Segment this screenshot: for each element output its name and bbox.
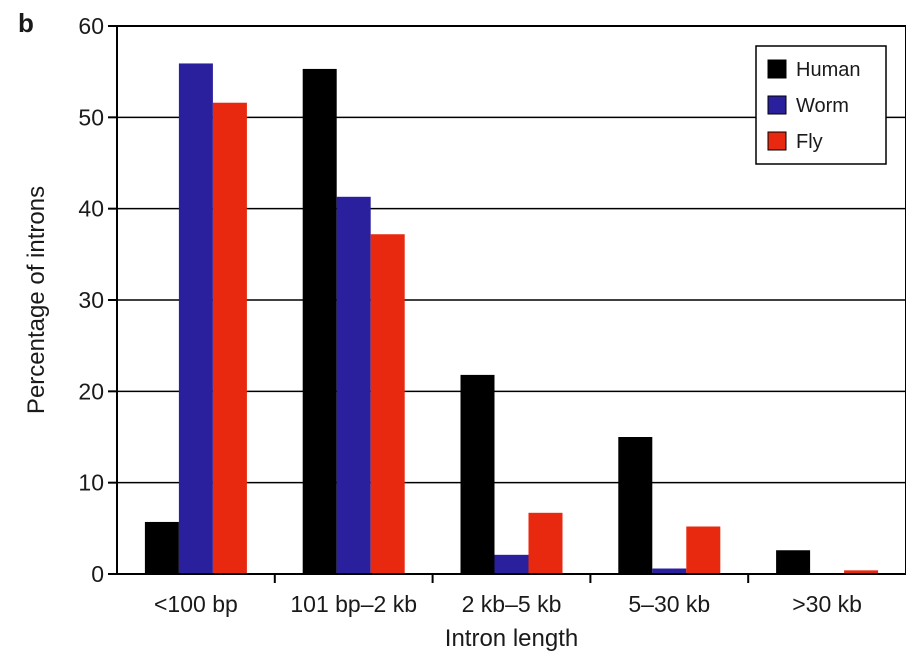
bar-human-0 — [144, 521, 179, 574]
legend-swatch-worm — [767, 95, 787, 115]
bar-fly-0 — [212, 102, 247, 574]
panel-label: b — [18, 8, 34, 38]
x-tick-label: <100 bp — [154, 591, 238, 617]
bar-fly-2 — [528, 512, 563, 574]
y-tick-label: 60 — [78, 13, 104, 39]
x-tick-label: >30 kb — [792, 591, 862, 617]
bar-human-2 — [460, 374, 495, 574]
x-tick-label: 5–30 kb — [628, 591, 710, 617]
y-tick-label: 50 — [78, 104, 104, 130]
bar-human-3 — [618, 437, 653, 574]
x-axis-label: Intron length — [445, 625, 578, 652]
legend-label-worm: Worm — [796, 95, 849, 117]
bar-fly-4 — [844, 570, 879, 574]
y-tick-label: 10 — [78, 470, 104, 496]
x-axis-ticks: <100 bp 101 bp–2 kb 2 kb–5 kb 5–30 kb >30 kb — [154, 574, 862, 617]
y-tick-label: 40 — [78, 196, 104, 222]
bar-worm-3 — [652, 568, 687, 574]
y-axis-ticks: 0 10 20 30 40 50 60 — [78, 13, 117, 587]
y-tick-label: 30 — [78, 287, 104, 313]
bars — [144, 63, 879, 575]
legend-label-fly: Fly — [796, 131, 823, 153]
bar-human-1 — [302, 68, 337, 574]
legend: Human Worm Fly — [755, 45, 887, 165]
x-tick-label: 2 kb–5 kb — [462, 591, 562, 617]
bar-worm-2 — [494, 554, 529, 574]
bar-worm-1 — [336, 196, 371, 574]
legend-swatch-human — [767, 59, 787, 79]
bar-fly-3 — [686, 526, 721, 574]
y-axis-label: Percentage of introns — [23, 186, 50, 414]
bar-worm-0 — [178, 63, 213, 575]
legend-label-human: Human — [796, 59, 860, 81]
bar-human-4 — [776, 550, 811, 574]
y-tick-label: 0 — [91, 561, 104, 587]
bar-fly-1 — [370, 234, 405, 575]
y-tick-label: 20 — [78, 378, 104, 404]
gridlines — [117, 116, 906, 484]
legend-swatch-fly — [767, 131, 787, 151]
x-tick-label: 101 bp–2 kb — [290, 591, 417, 617]
